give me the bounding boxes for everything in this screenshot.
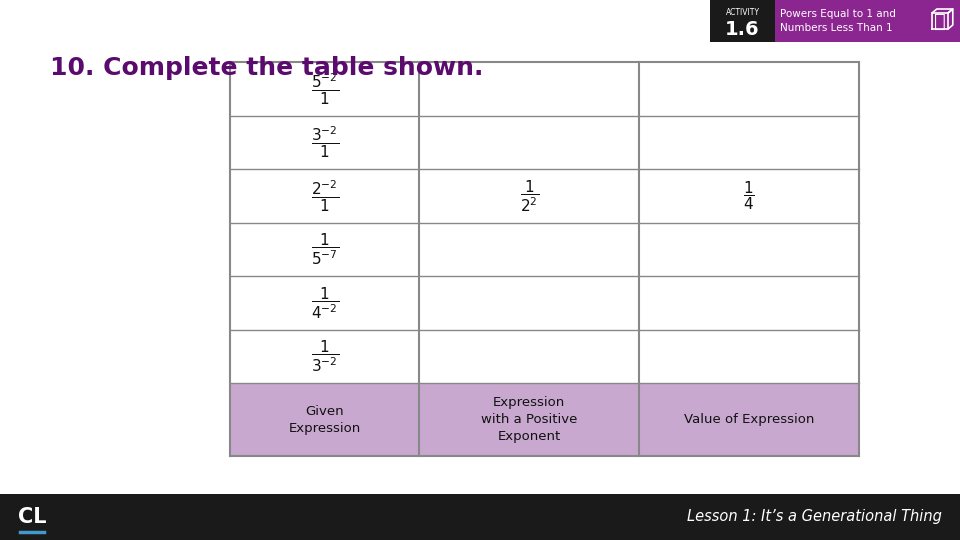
Text: $\dfrac{1}{3^{-2}}$: $\dfrac{1}{3^{-2}}$ xyxy=(311,339,339,374)
Text: $\dfrac{1}{4}$: $\dfrac{1}{4}$ xyxy=(743,180,755,212)
Text: ⬜: ⬜ xyxy=(934,11,946,30)
Text: $\dfrac{1}{5^{-7}}$: $\dfrac{1}{5^{-7}}$ xyxy=(311,232,339,267)
Text: ACTIVITY: ACTIVITY xyxy=(726,8,759,17)
Text: Value of Expression: Value of Expression xyxy=(684,413,814,427)
Text: Powers Equal to 1 and
Numbers Less Than 1: Powers Equal to 1 and Numbers Less Than … xyxy=(780,9,896,33)
Bar xyxy=(920,0,960,42)
Bar xyxy=(0,494,960,540)
Text: Expression
with a Positive
Exponent: Expression with a Positive Exponent xyxy=(481,396,577,443)
Text: Lesson 1: It’s a Generational Thing: Lesson 1: It’s a Generational Thing xyxy=(687,510,942,524)
Text: Given
Expression: Given Expression xyxy=(289,405,361,435)
Bar xyxy=(710,0,775,42)
Text: $\dfrac{1}{4^{-2}}$: $\dfrac{1}{4^{-2}}$ xyxy=(311,285,339,321)
Text: $\dfrac{3^{-2}}{1}$: $\dfrac{3^{-2}}{1}$ xyxy=(311,125,339,160)
Text: $\dfrac{5^{-2}}{1}$: $\dfrac{5^{-2}}{1}$ xyxy=(311,71,339,106)
Text: 10. Complete the table shown.: 10. Complete the table shown. xyxy=(50,56,484,80)
Bar xyxy=(230,383,859,456)
Bar xyxy=(775,0,920,42)
Text: CL: CL xyxy=(17,507,46,527)
Text: $\dfrac{1}{2^{2}}$: $\dfrac{1}{2^{2}}$ xyxy=(519,178,539,214)
Text: $\dfrac{2^{-2}}{1}$: $\dfrac{2^{-2}}{1}$ xyxy=(311,178,339,214)
Text: 1.6: 1.6 xyxy=(725,20,759,39)
